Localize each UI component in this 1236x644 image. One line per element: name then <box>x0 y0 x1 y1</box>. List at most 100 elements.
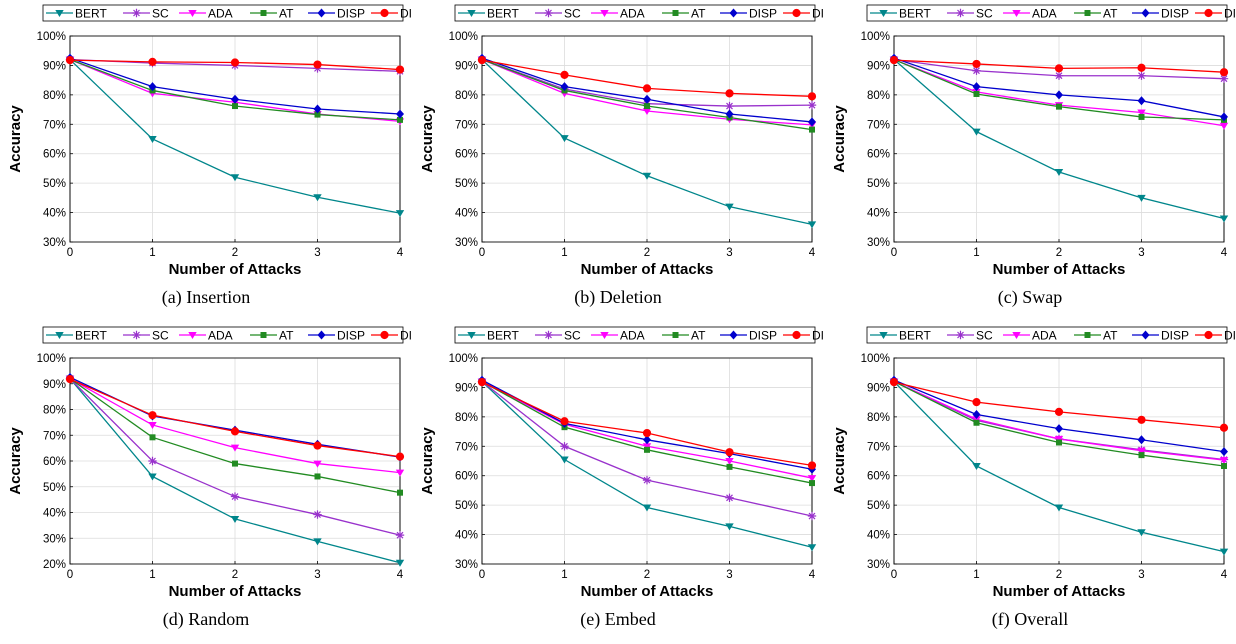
legend: BERT SC ADA AT DISP DISP+SC <box>454 4 824 22</box>
legend-item-disp-plus-sc: DISP+SC <box>371 329 412 343</box>
x-tick-label: 3 <box>1138 247 1144 259</box>
legend-item-at: AT <box>1074 329 1118 343</box>
series-disp-plus-sc <box>477 56 817 101</box>
y-tick-label: 90% <box>43 60 66 72</box>
series-disp-plus-sc <box>889 56 1229 77</box>
y-tick-label: 80% <box>867 412 890 424</box>
y-tick-label: 100% <box>449 31 478 43</box>
legend-item-sc: SC <box>947 7 993 21</box>
legend-swatch-marker <box>260 10 267 16</box>
y-tick-label: 90% <box>455 382 478 394</box>
x-tick-label: 4 <box>809 569 816 581</box>
series-disp-plus-sc <box>889 378 1229 432</box>
legend-swatch-marker <box>1084 10 1091 16</box>
data-point-ada <box>1219 122 1229 130</box>
chart-embed: 30% 40% 50% 60% 70% 80% 90% 100% 0 1 2 3 4 Number of … <box>419 326 824 600</box>
data-point-disp-plus-sc <box>1219 68 1229 77</box>
legend-box <box>42 326 404 344</box>
y-axis-label: Accuracy <box>7 427 24 495</box>
legend-swatch-marker <box>1204 330 1213 340</box>
x-tick-label: 3 <box>726 247 732 259</box>
legend-swatch-marker <box>55 10 64 17</box>
data-point-disp-plus-sc <box>65 56 75 65</box>
legend-label: DISP <box>1161 329 1189 343</box>
legend: BERT SC ADA AT DISP DISP+SC <box>42 4 412 22</box>
legend-item-disp: DISP <box>720 329 777 343</box>
y-tick-label: 70% <box>43 430 66 442</box>
x-tick-label: 0 <box>479 247 485 259</box>
data-point-disp-plus-sc <box>313 441 322 450</box>
legend-label: DISP <box>337 329 365 343</box>
y-tick-label: 90% <box>867 60 890 72</box>
x-tick-label: 4 <box>1221 247 1228 259</box>
legend-item-at: AT <box>250 329 294 343</box>
legend-label: ADA <box>208 7 233 21</box>
legend-swatch-marker <box>672 332 679 338</box>
data-point-disp <box>972 410 981 420</box>
legend-item-disp-plus-sc: DISP+SC <box>371 7 412 21</box>
legend-item-disp-plus-sc: DISP+SC <box>783 329 824 343</box>
legend-label: ADA <box>208 329 233 343</box>
legend-label: DISP+SC <box>812 7 824 21</box>
x-tick-label: 3 <box>314 247 320 259</box>
caption-insertion: (a) Insertion <box>161 287 251 307</box>
legend-swatch-marker <box>729 330 738 340</box>
series-disp <box>890 375 1228 457</box>
x-tick-label: 2 <box>232 569 238 581</box>
series-disp-plus-sc <box>65 375 405 461</box>
data-point-bert <box>1219 548 1229 556</box>
legend-swatch-marker <box>879 10 888 17</box>
y-tick-label: 100% <box>861 31 890 43</box>
legend-item-ada: ADA <box>1003 329 1057 343</box>
chart-panel-deletion: 30% 40% 50% 60% 70% 80% 90% 100% 0 1 2 3 4 Number of … <box>412 0 824 322</box>
data-point-disp <box>1055 424 1063 434</box>
legend-label: AT <box>691 7 706 21</box>
data-point-disp-plus-sc <box>1054 407 1064 416</box>
data-point-disp-plus-sc <box>1054 64 1064 73</box>
y-tick-label: 50% <box>867 500 890 512</box>
x-tick-label: 0 <box>479 569 485 581</box>
y-tick-label: 90% <box>867 382 890 394</box>
legend-swatch-marker <box>879 332 888 339</box>
legend-item-bert: BERT <box>46 329 107 343</box>
data-point-disp <box>972 82 981 92</box>
legend-label: SC <box>152 7 169 21</box>
legend-label: DISP+SC <box>1224 7 1236 21</box>
legend-swatch-marker <box>132 8 141 18</box>
legend: BERT SC ADA AT DISP DISP+SC <box>866 4 1236 22</box>
legend-label: AT <box>1103 7 1118 21</box>
data-point-at <box>644 446 650 453</box>
x-tick-label: 2 <box>232 247 238 259</box>
data-point-sc <box>725 101 734 111</box>
data-point-bert <box>972 128 981 136</box>
data-point-disp-plus-sc <box>1219 423 1229 432</box>
plot-border <box>893 35 1225 243</box>
data-point-bert <box>642 172 652 180</box>
data-point-disp-plus-sc <box>230 58 240 67</box>
data-point-disp <box>725 109 734 119</box>
legend-item-at: AT <box>250 7 294 21</box>
y-axis-label: Accuracy <box>7 105 24 173</box>
y-axis-label: Accuracy <box>831 105 848 173</box>
data-point-disp <box>560 82 569 92</box>
y-tick-label: 40% <box>43 208 66 220</box>
legend-label: BERT <box>75 7 107 21</box>
data-point-bert <box>313 538 322 546</box>
series-ada <box>65 375 405 477</box>
chart-random: 20% 30% 40% 50% 60% 70% 80% 90% 100% 0 1 2 3 4 Number … <box>7 326 412 600</box>
legend-swatch-marker <box>1084 332 1091 338</box>
y-tick-label: 70% <box>455 441 478 453</box>
caption-embed: (e) Embed <box>580 609 656 629</box>
data-point-sc <box>560 442 569 451</box>
y-tick-label: 100% <box>449 353 478 365</box>
legend-label: SC <box>564 329 581 343</box>
x-tick-label: 1 <box>561 247 567 259</box>
caption-overall: (f) Overall <box>991 609 1069 629</box>
data-point-disp-plus-sc <box>1137 63 1146 72</box>
plot-border <box>69 35 401 243</box>
data-point-disp-plus-sc <box>395 65 405 74</box>
data-point-disp-plus-sc <box>148 57 157 66</box>
chart-swap: 30% 40% 50% 60% 70% 80% 90% 100% 0 1 2 3 4 Number of … <box>831 4 1236 278</box>
legend-label: ADA <box>1032 7 1057 21</box>
legend-swatch-marker <box>188 10 197 17</box>
